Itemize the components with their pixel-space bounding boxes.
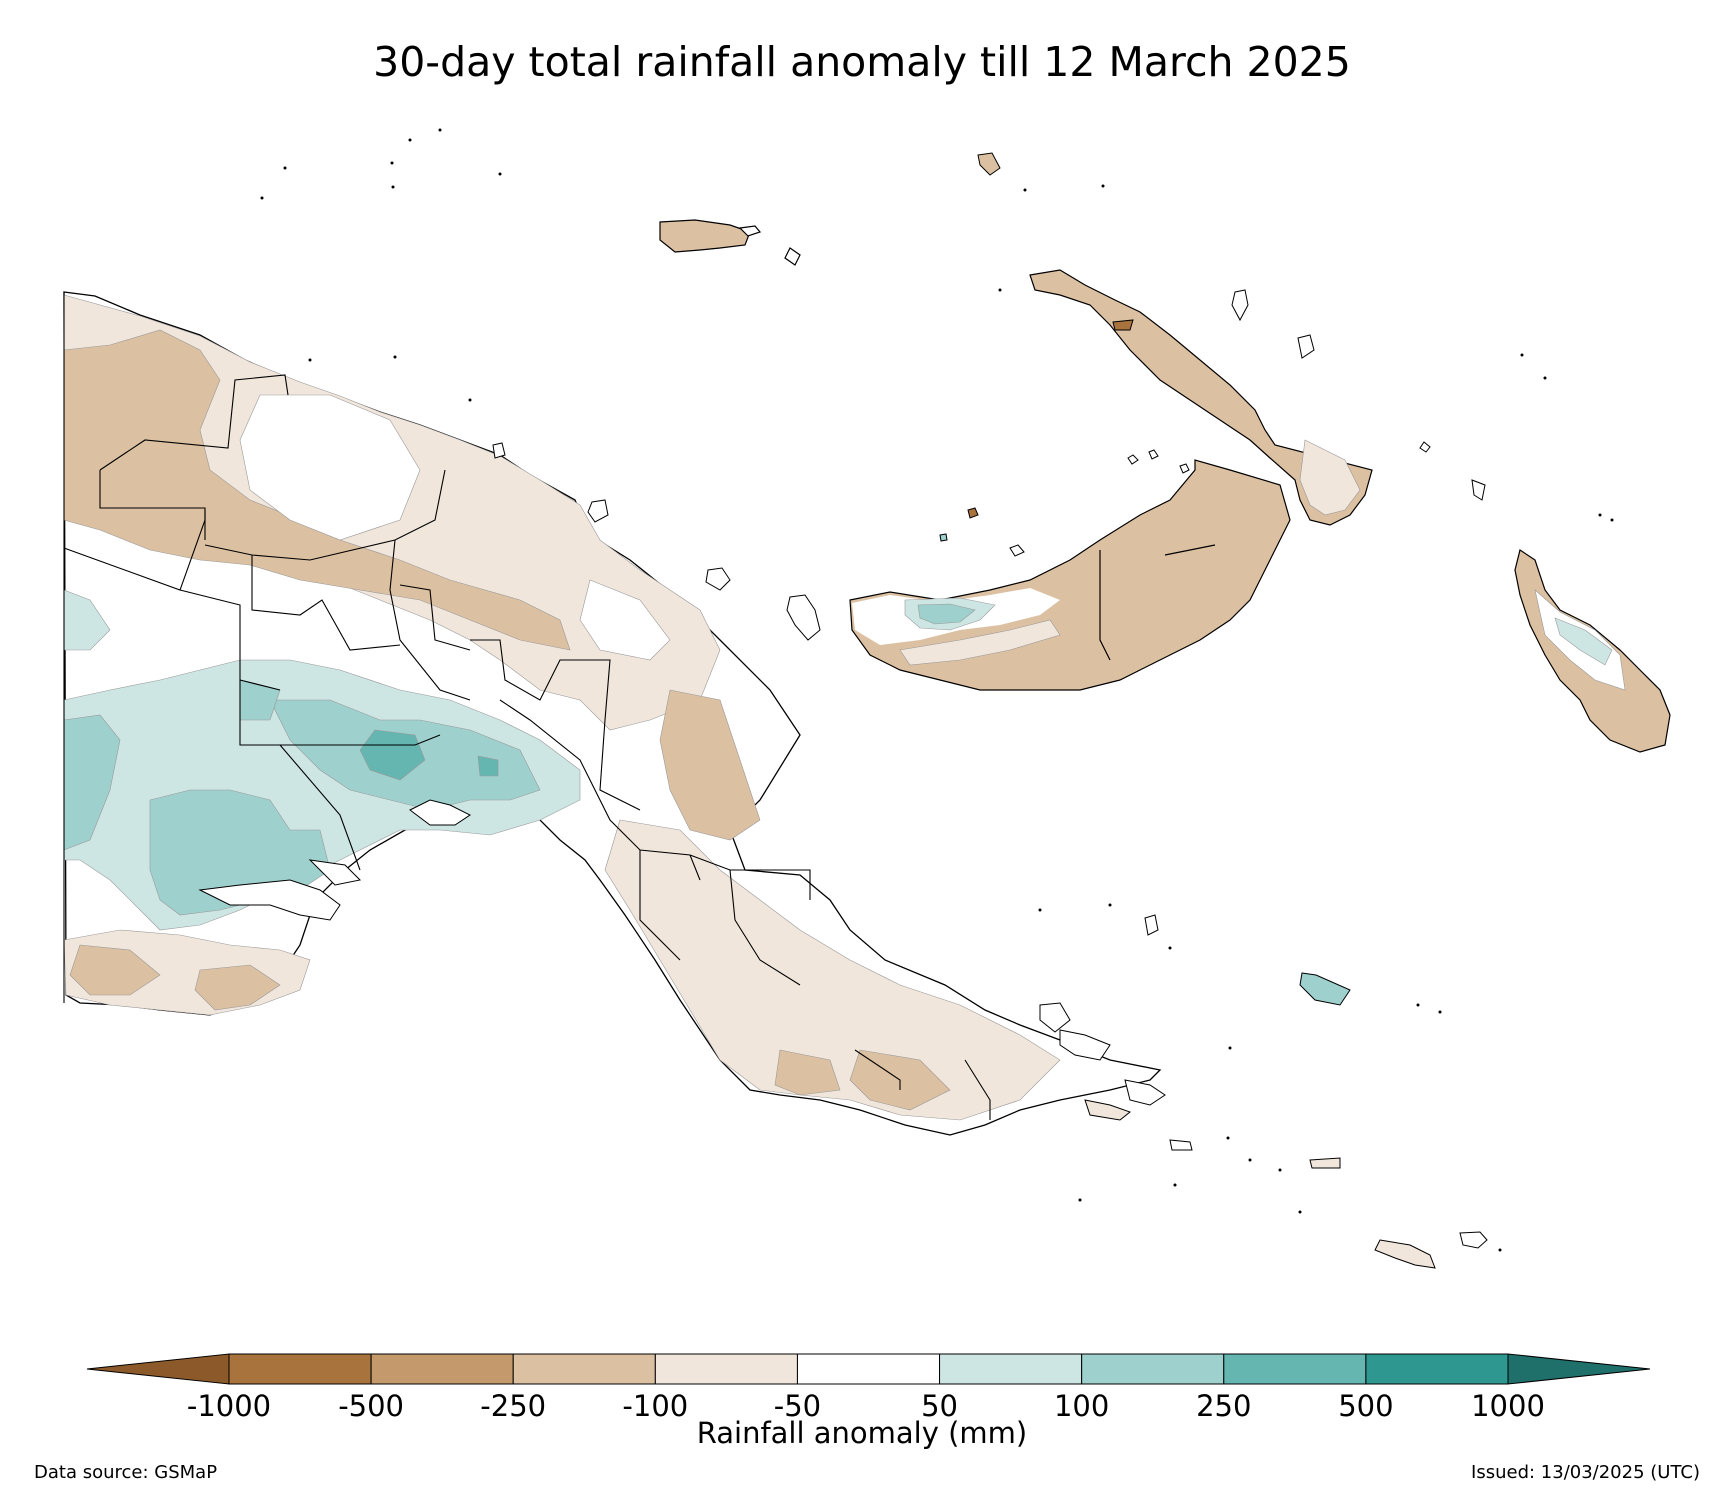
colorbar-tick-label: -1000 (186, 1389, 272, 1423)
mainland-anomaly-shading (63, 294, 1061, 1121)
colorbar-tick-label: -500 (338, 1389, 405, 1423)
small-islands (492, 152, 1488, 1269)
colorbar-tick-label: 1000 (1471, 1389, 1545, 1423)
colorbar-tick-label: -100 (622, 1389, 689, 1423)
colorbar-tick-label: -50 (773, 1389, 822, 1423)
colorbar-tick-label: -250 (480, 1389, 547, 1423)
colorbar-bin (1081, 1353, 1225, 1385)
manus-land (659, 219, 751, 253)
colorbar-tick-label: 50 (921, 1389, 958, 1423)
bougainville (1514, 549, 1671, 753)
colorbar-label: Rainfall anomaly (mm) (696, 1416, 1028, 1450)
shade-teal-core (359, 729, 426, 781)
issued-date: Issued: 13/03/2025 (UTC) (1471, 1462, 1700, 1483)
colorbar-bin (796, 1353, 941, 1385)
colorbar-bin (228, 1353, 372, 1385)
shade-mid-tan-se1 (774, 1049, 841, 1096)
new-britain (849, 459, 1291, 691)
colorbar-bin (939, 1353, 1083, 1385)
colorbar-extend-min (86, 1353, 230, 1385)
colorbar-bin (370, 1353, 514, 1385)
map-title: 30-day total rainfall anomaly till 12 Ma… (373, 38, 1351, 86)
fly-delta (198, 799, 471, 921)
colorbar-bin (654, 1353, 798, 1385)
shade-white-east (579, 579, 671, 661)
colorbar-bin (1223, 1353, 1367, 1385)
shade-white-north (239, 394, 421, 541)
new-britain-boundary (1099, 550, 1111, 661)
data-source-note: Data source: GSMaP (34, 1462, 218, 1483)
new-britain-boundary-2 (1164, 544, 1216, 556)
province-boundaries (63, 292, 991, 1120)
shade-mid-tan-nw (63, 329, 571, 651)
new-ireland (1029, 269, 1373, 526)
tiny-islets (260, 128, 1614, 1252)
colorbar-tick-label: 100 (1053, 1389, 1110, 1423)
shade-mid-tan-sw (69, 944, 161, 996)
new-britain-light-tan (899, 619, 1061, 666)
colorbar-bin (512, 1353, 656, 1385)
bougainville-teal (1554, 617, 1613, 666)
shade-teal-core-2 (477, 755, 499, 777)
colorbar-bins (86, 1353, 1651, 1385)
shade-mid-tan-e (659, 689, 761, 841)
new-ireland-land (1029, 269, 1373, 526)
new-britain-mid-teal (917, 603, 976, 625)
new-ireland-light (1299, 439, 1361, 516)
shade-mid-tan-s2 (194, 964, 281, 1011)
colorbar-tick-label: 250 (1196, 1389, 1252, 1423)
new-britain-land (849, 459, 1291, 691)
colorbar-tick-label: 500 (1338, 1389, 1394, 1423)
manus (659, 219, 801, 266)
colorbar-bin (1365, 1353, 1509, 1385)
colorbar-extend-max (1507, 1353, 1651, 1385)
